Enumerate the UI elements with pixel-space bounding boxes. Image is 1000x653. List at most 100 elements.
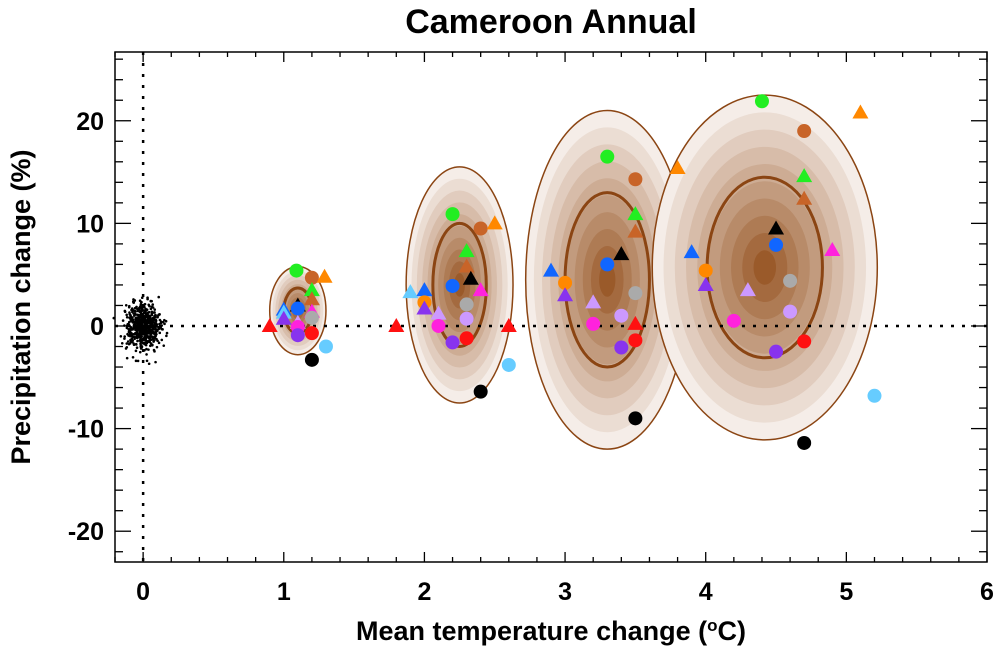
control-point [145,359,149,363]
circle-point [558,275,573,290]
control-point [141,312,144,316]
triangle-point [683,244,700,259]
triangle-point [669,159,686,174]
control-point [129,332,132,336]
control-point [127,320,131,324]
control-point [147,320,150,324]
triangle-point [303,291,320,306]
control-point [148,314,151,318]
x-axis-label-degree: o [707,616,717,635]
circle-point [600,257,615,272]
triangle-point [585,294,602,309]
control-point [147,336,151,340]
circle-point [628,411,643,426]
control-point [144,323,147,327]
triangle-point [388,317,405,332]
control-point [123,310,127,314]
circle-point [304,326,319,341]
control-point [120,341,124,345]
control-point [140,300,143,304]
circle-point [769,237,784,252]
control-point [119,334,123,338]
triangle-point [768,220,785,235]
control-point [123,335,126,338]
circle-point [304,310,319,325]
control-point [144,333,148,336]
triangle-point [697,276,714,291]
control-point [150,329,154,332]
control-point [150,299,153,303]
control-point [126,332,129,336]
control-point [131,309,135,312]
control-point [154,360,157,364]
triangle-point [462,270,479,285]
triangle-point [852,104,869,119]
circle-point [797,334,812,349]
control-point [132,327,135,330]
control-point [152,311,156,314]
control-point [144,328,147,332]
control-point [145,347,148,351]
control-point [136,326,140,330]
x-tick-label: 3 [558,578,572,606]
triangle-point [500,317,517,332]
control-point [138,306,141,310]
control-point [132,343,136,347]
control-point [147,318,150,322]
control-point [138,350,142,354]
control-point [159,321,163,325]
control-point [134,359,138,363]
control-point [149,342,153,345]
y-tick-label: 20 [76,108,104,136]
control-point [123,337,126,340]
data-points [261,94,882,450]
control-point [149,319,153,323]
triangle-point [824,242,841,257]
circle-point [628,172,643,187]
circle-point [459,297,474,312]
control-point [136,339,139,343]
control-point [137,316,140,320]
x-tick-label: 4 [699,578,713,606]
control-point [146,329,149,332]
control-point [131,321,135,324]
reference-lines [115,52,987,562]
circle-point [783,273,798,288]
x-tick-labels: 0 1 2 3 4 5 6 [136,578,994,606]
control-point [157,295,161,299]
triangle-point [458,243,475,258]
shade-ring [599,262,616,297]
circle-point [459,331,474,346]
triangle-point [261,317,278,332]
control-point [147,348,150,351]
control-point [144,312,148,316]
control-point [162,344,166,347]
control-point [147,362,151,366]
triangle-point [543,262,559,277]
control-point [133,322,136,326]
y-axis-label: Precipitation change (%) [6,149,36,464]
series-group-2C [388,207,517,399]
control-point [151,303,155,306]
inner-contour [431,221,488,349]
x-tick-label: 6 [980,578,994,606]
control-point [138,339,142,342]
control-cloud [112,295,169,366]
control-point [143,335,147,339]
circle-point [600,149,615,164]
control-point [135,307,139,311]
circle-point [445,207,460,222]
control-point [150,310,154,314]
triangle-point [486,215,503,230]
circle-point [431,318,446,333]
control-point [125,342,129,345]
control-point [163,322,166,326]
y-tick-label: -10 [68,416,104,444]
control-point [127,304,131,308]
control-point [134,332,137,336]
y-tick-label: 0 [90,313,104,341]
control-point [127,330,131,334]
control-point [135,305,138,309]
control-point [165,331,169,335]
control-point [139,333,143,336]
